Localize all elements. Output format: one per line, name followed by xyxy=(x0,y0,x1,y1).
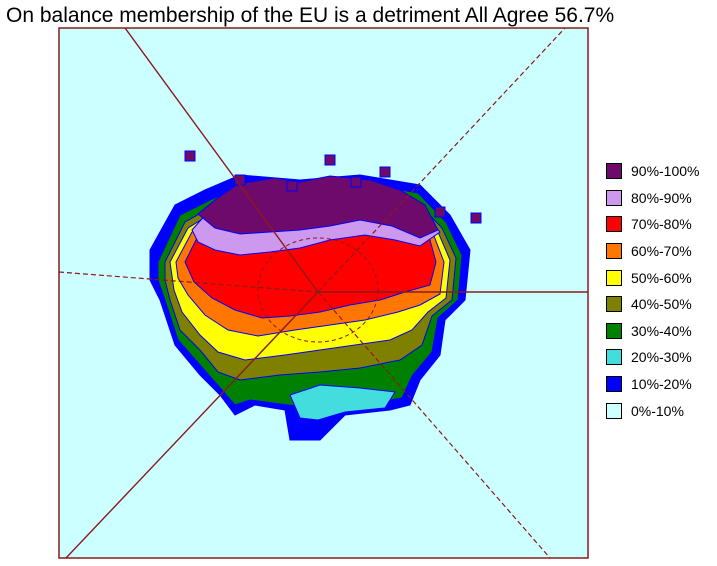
speck xyxy=(184,150,196,162)
speck xyxy=(324,154,336,166)
legend-swatch xyxy=(606,402,622,419)
legend-swatch xyxy=(606,376,622,393)
legend-label: 90%-100% xyxy=(631,163,700,180)
legend-label: 30%-40% xyxy=(631,322,692,339)
chart-title: On balance membership of the EU is a det… xyxy=(6,4,615,27)
legend-item: 90%-100% xyxy=(606,158,714,185)
legend-swatch xyxy=(606,216,622,233)
legend-label: 70%-80% xyxy=(631,216,692,233)
speck xyxy=(379,166,391,178)
heatmap-bands xyxy=(149,150,482,441)
speck xyxy=(434,206,446,218)
legend-label: 0%-10% xyxy=(631,402,684,419)
legend-item: 40%-50% xyxy=(606,291,714,318)
band-90-100 xyxy=(197,175,439,239)
band-20-30 xyxy=(289,384,396,421)
legend: 90%-100% 80%-90% 70%-80% 60%-70% 50%-60% 40%-… xyxy=(606,158,714,424)
speck xyxy=(286,180,298,192)
legend-swatch xyxy=(606,349,622,366)
legend-label: 40%-50% xyxy=(631,296,692,313)
projection-lines xyxy=(59,28,588,558)
legend-label: 20%-30% xyxy=(631,349,692,366)
legend-item: 60%-70% xyxy=(606,238,714,265)
legend-label: 60%-70% xyxy=(631,243,692,260)
axis-line-se xyxy=(317,291,551,558)
legend-item: 20%-30% xyxy=(606,344,714,371)
legend-item: 80%-90% xyxy=(606,185,714,212)
legend-label: 50%-60% xyxy=(631,269,692,286)
legend-item: 0%-10% xyxy=(606,397,714,424)
legend-item: 70%-80% xyxy=(606,211,714,238)
legend-swatch xyxy=(606,296,622,313)
axis-line-sw xyxy=(65,291,319,558)
axis-line-w xyxy=(59,271,319,293)
legend-item: 10%-20% xyxy=(606,371,714,398)
legend-swatch xyxy=(606,189,622,206)
legend-swatch xyxy=(606,322,622,339)
speck xyxy=(350,176,362,188)
legend-swatch xyxy=(606,243,622,260)
legend-item: 50%-60% xyxy=(606,264,714,291)
legend-label: 80%-90% xyxy=(631,189,692,206)
legend-swatch xyxy=(606,163,622,180)
axis-line-ne xyxy=(317,28,566,293)
legend-item: 30%-40% xyxy=(606,318,714,345)
legend-label: 10%-20% xyxy=(631,376,692,393)
center-circle xyxy=(257,237,379,343)
legend-swatch xyxy=(606,269,622,286)
axis-line-nw xyxy=(124,28,319,293)
speck xyxy=(470,212,482,224)
plot-frame xyxy=(58,27,589,559)
